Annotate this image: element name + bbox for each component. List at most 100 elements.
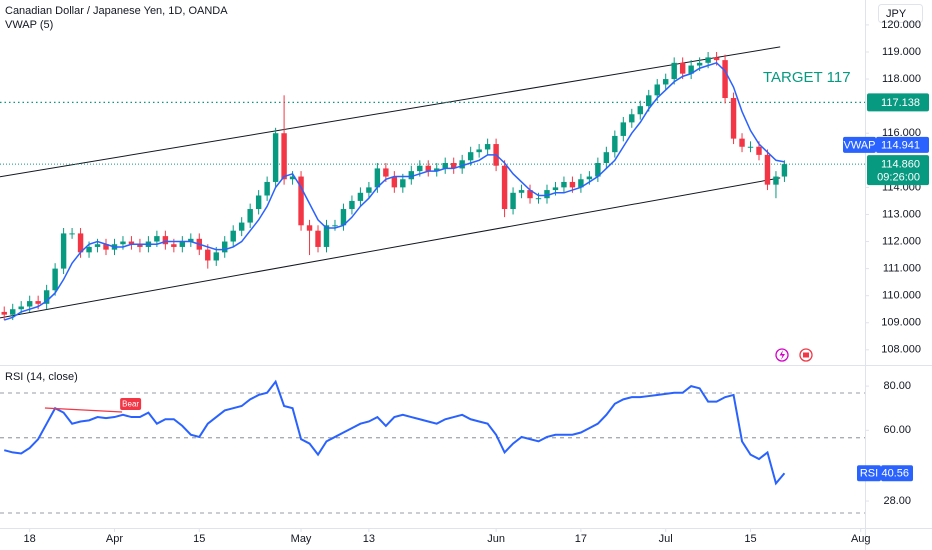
- candle-body: [417, 165, 423, 172]
- trendline: [0, 46, 781, 178]
- candle-body: [408, 171, 415, 180]
- y-tick-label: 112.000: [882, 235, 921, 247]
- candle-body: [535, 198, 542, 200]
- y-tick-label: 118.000: [882, 73, 921, 85]
- rsi-name-box: [857, 465, 881, 482]
- candle-body: [255, 195, 262, 210]
- currency-box[interactable]: [878, 4, 923, 23]
- candle-body: [154, 236, 160, 242]
- candle-body: [120, 241, 126, 245]
- candle-body: [756, 146, 762, 155]
- candle-body: [103, 244, 109, 250]
- y-tick-label: 113.000: [882, 208, 921, 220]
- divergence-line: [44, 407, 123, 413]
- x-tick-label: Apr: [106, 533, 123, 545]
- candle-body: [247, 209, 253, 223]
- candle-body: [544, 190, 550, 199]
- candle-body: [484, 144, 491, 150]
- candle-body: [561, 181, 567, 188]
- candle-body: [323, 225, 330, 247]
- target-price-label: 117.138: [881, 97, 920, 109]
- candle-body: [289, 176, 296, 180]
- alert-icon-bolt: [779, 350, 785, 360]
- divergence-label: Bear: [122, 400, 139, 409]
- candle-body: [696, 62, 703, 66]
- target-annotation: TARGET 117: [763, 69, 851, 86]
- candle-body: [603, 152, 610, 164]
- candle-body: [459, 160, 465, 169]
- candle-body: [400, 179, 406, 188]
- candle-body: [612, 135, 618, 153]
- alert-icon[interactable]: [775, 348, 789, 362]
- candle-body: [179, 241, 186, 247]
- vwap-name-box: [843, 136, 876, 153]
- candle-body: [281, 133, 287, 180]
- candle-body: [501, 165, 508, 210]
- candle-body: [26, 301, 33, 307]
- candle-body: [620, 122, 627, 136]
- candle-body: [467, 152, 474, 161]
- x-tick-label: 13: [363, 533, 375, 545]
- y-tick-label: 120.000: [881, 19, 921, 31]
- candle-body: [60, 233, 67, 269]
- candle-body: [629, 114, 635, 123]
- rsi-y-tick-label: 28.00: [883, 495, 911, 507]
- candle-body: [442, 163, 448, 169]
- candle-body: [128, 241, 135, 245]
- candle-body: [722, 60, 728, 99]
- candle-body: [739, 138, 745, 147]
- candle-body: [646, 95, 652, 107]
- rsi-y-tick-label: 60.00: [883, 424, 911, 436]
- candle-body: [730, 98, 737, 139]
- currency[interactable]: JPY: [886, 8, 907, 20]
- rsi-value-label: 40.56: [881, 468, 909, 480]
- rsi-name-label: RSI: [860, 468, 878, 480]
- rsi-value-box: [881, 465, 913, 482]
- x-tick-label: 15: [744, 533, 756, 545]
- candle-body: [205, 249, 211, 261]
- candle-body: [374, 168, 381, 188]
- candle-body: [450, 163, 457, 169]
- candle-body: [332, 225, 338, 227]
- event-icon[interactable]: [799, 348, 813, 362]
- candle-body: [230, 230, 236, 242]
- candle-body: [264, 181, 270, 196]
- candle-body: [705, 57, 711, 63]
- y-tick-label: 110.000: [882, 290, 921, 302]
- candle-body: [94, 244, 101, 247]
- candle-body: [43, 290, 50, 304]
- chart-title: Canadian Dollar / Japanese Yen, 1D, OAND…: [5, 5, 228, 17]
- vwap-price-box: [876, 136, 929, 153]
- candle-body: [77, 233, 84, 253]
- rsi-y-tick-label: 80.00: [883, 380, 911, 392]
- overlay-legend: VWAP (5): [5, 19, 53, 31]
- candle-body: [425, 165, 431, 172]
- candle-body: [69, 233, 75, 235]
- x-tick-label: May: [291, 533, 312, 545]
- candle-body: [188, 238, 194, 242]
- candle-body: [171, 244, 177, 247]
- candle-body: [552, 187, 559, 191]
- candle-body: [671, 62, 677, 80]
- candle-body: [510, 192, 516, 210]
- candle-body: [349, 200, 355, 210]
- x-tick-label: Jul: [659, 533, 673, 545]
- y-tick-label: 116.000: [882, 127, 921, 139]
- x-tick-label: Aug: [851, 533, 871, 545]
- candle-body: [298, 176, 304, 226]
- last-price-box: [867, 155, 929, 186]
- y-tick-label: 109.000: [881, 317, 921, 329]
- candle-body: [518, 190, 525, 193]
- candle-body: [162, 236, 169, 245]
- rsi-legend: RSI (14, close): [5, 371, 78, 383]
- candle-body: [137, 244, 143, 247]
- candle-body: [586, 176, 593, 180]
- x-tick-label: 17: [575, 533, 587, 545]
- candle-body: [781, 164, 788, 177]
- candle-body: [272, 133, 279, 182]
- candle-body: [713, 57, 720, 61]
- rsi-line: [3, 379, 786, 486]
